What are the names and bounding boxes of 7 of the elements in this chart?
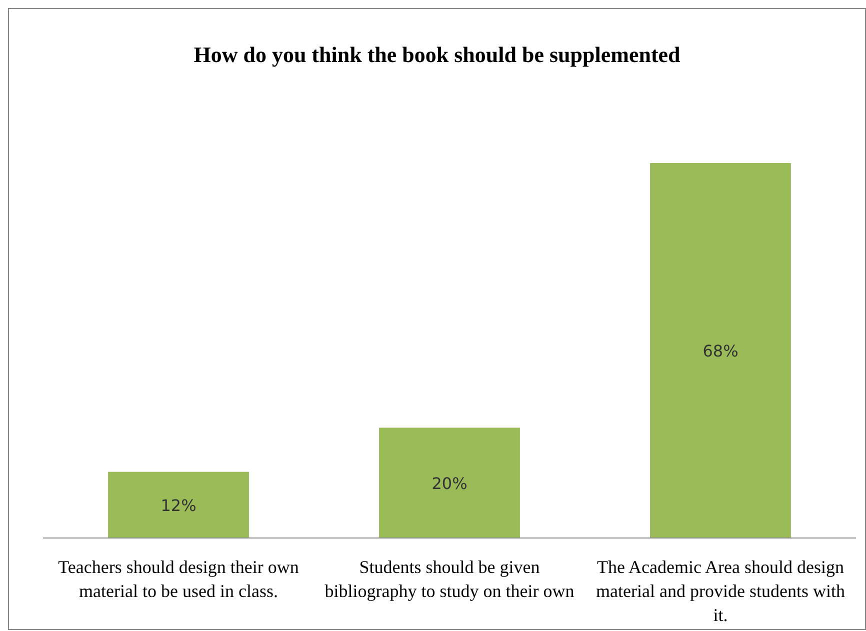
- data-label: 20%: [432, 474, 468, 493]
- x-tick-label: Students should be given bibliography to study on their own: [324, 557, 574, 601]
- x-tick-label: Teachers should design their own material to be used in class.: [58, 557, 299, 601]
- chart-title: How do you think the book should be supplemented: [194, 42, 680, 67]
- data-label: 12%: [160, 496, 196, 515]
- x-tick-label: The Academic Area should design material and provide students with it.: [596, 557, 845, 625]
- data-label: 68%: [702, 342, 738, 360]
